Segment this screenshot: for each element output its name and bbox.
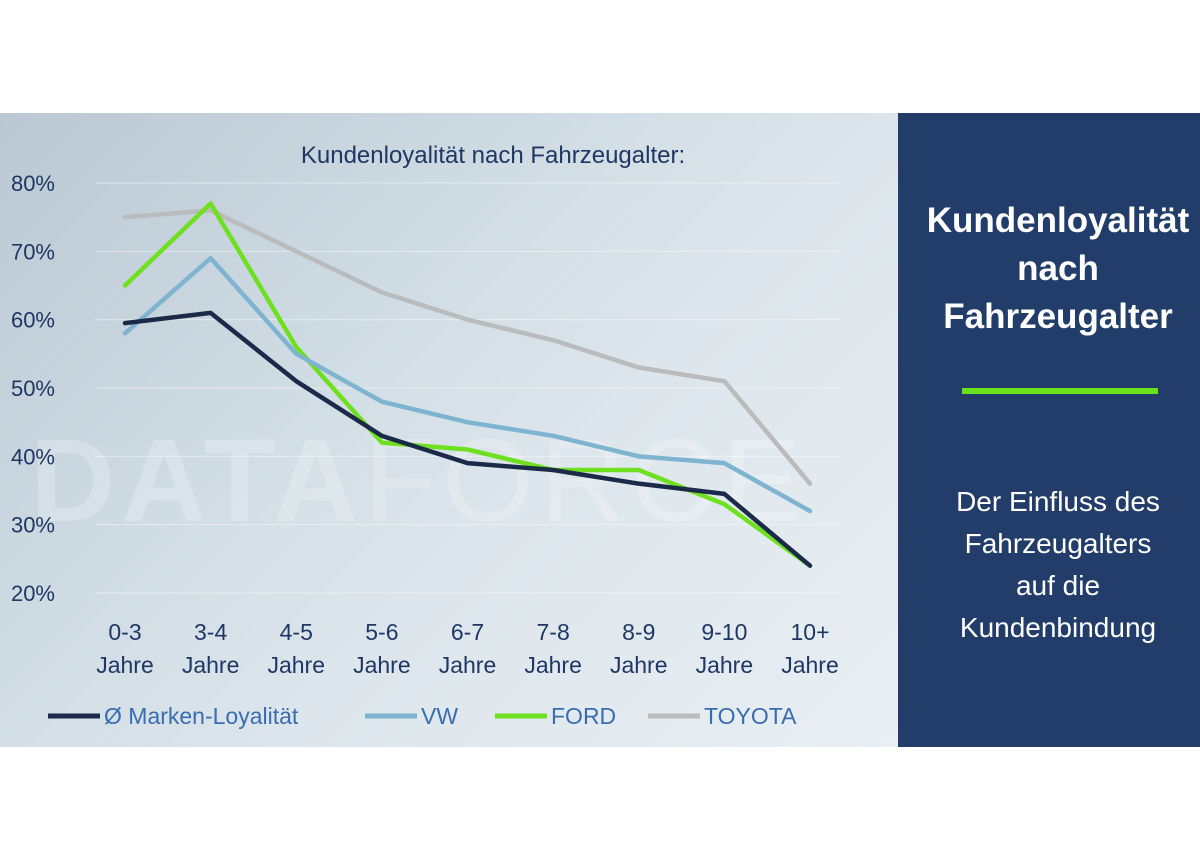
- y-tick-label: 20%: [11, 581, 55, 606]
- x-axis-ticks: 0-3 Jahre 3-4 Jahre 4-5 Jahre 5-6 Jahre 6-7 Jahre…: [96, 619, 839, 678]
- y-tick-label: 50%: [11, 376, 55, 401]
- y-axis-ticks: 20% 30% 40% 50% 60% 70% 80%: [11, 171, 55, 606]
- line-chart: Kundenloyalität nach Fahrzeugalter: 20% 3…: [11, 142, 840, 729]
- legend-label: VW: [421, 703, 458, 729]
- panel-subtitle-line-2: Fahrzeugalters: [964, 528, 1152, 559]
- y-tick-label: 80%: [11, 171, 55, 196]
- series-line-marken-loyalit-t: [122, 310, 813, 568]
- panel-title-line-1: Kundenloyalität: [926, 201, 1190, 240]
- series-line-ford: [122, 201, 813, 568]
- panel-subtitle: Der Einfluss des Fahrzeugalters auf die …: [898, 481, 1200, 649]
- panel-subtitle-line-3: auf die: [1015, 570, 1101, 601]
- x-tick-label: 4-5 Jahre: [267, 619, 325, 678]
- x-tick-label: 6-7 Jahre: [439, 619, 497, 678]
- y-tick-label: 40%: [11, 444, 55, 469]
- legend-label: FORD: [551, 703, 616, 729]
- series-line-vw: [122, 255, 813, 514]
- legend: Ø Marken-Loyalität VW FORD TOYOTA: [48, 703, 797, 729]
- y-tick-label: 30%: [11, 513, 55, 538]
- panel-subtitle-line-4: Kundenbindung: [959, 612, 1157, 643]
- series-lines: [122, 201, 813, 568]
- watermark-logo: DATAFORCE: [30, 413, 807, 549]
- x-tick-label: 5-6 Jahre: [353, 619, 411, 678]
- x-tick-label: 3-4 Jahre: [182, 619, 240, 678]
- panel-title-line-3: Fahrzeugalter: [943, 297, 1173, 336]
- panel-subtitle-line-1: Der Einfluss des: [956, 486, 1160, 517]
- series-line-toyota: [122, 208, 813, 486]
- legend-label: Ø Marken-Loyalität: [104, 703, 299, 729]
- chart-title: Kundenloyalität nach Fahrzeugalter:: [301, 142, 685, 169]
- x-tick-label: 9-10 Jahre: [696, 619, 754, 678]
- x-tick-label: 8-9 Jahre: [610, 619, 668, 678]
- y-tick-label: 70%: [11, 239, 55, 264]
- accent-divider: [962, 388, 1158, 394]
- panel-title-line-2: nach: [1017, 249, 1099, 288]
- chart-panel: DATAFORCE Kundenloyalität nach Fahrzeuga…: [0, 113, 898, 747]
- x-tick-label: 7-8 Jahre: [524, 619, 582, 678]
- y-tick-label: 60%: [11, 308, 55, 333]
- x-tick-label: 0-3 Jahre: [96, 619, 154, 678]
- title-panel: Kundenloyalität nach Fahrzeugalter Der E…: [898, 113, 1200, 747]
- watermark-bold: DATA: [30, 415, 365, 547]
- legend-label: TOYOTA: [704, 703, 797, 729]
- watermark-light: FORCE: [364, 415, 808, 547]
- panel-title: Kundenloyalität nach Fahrzeugalter: [898, 197, 1200, 341]
- x-tick-label: 10+ Jahre: [781, 619, 839, 678]
